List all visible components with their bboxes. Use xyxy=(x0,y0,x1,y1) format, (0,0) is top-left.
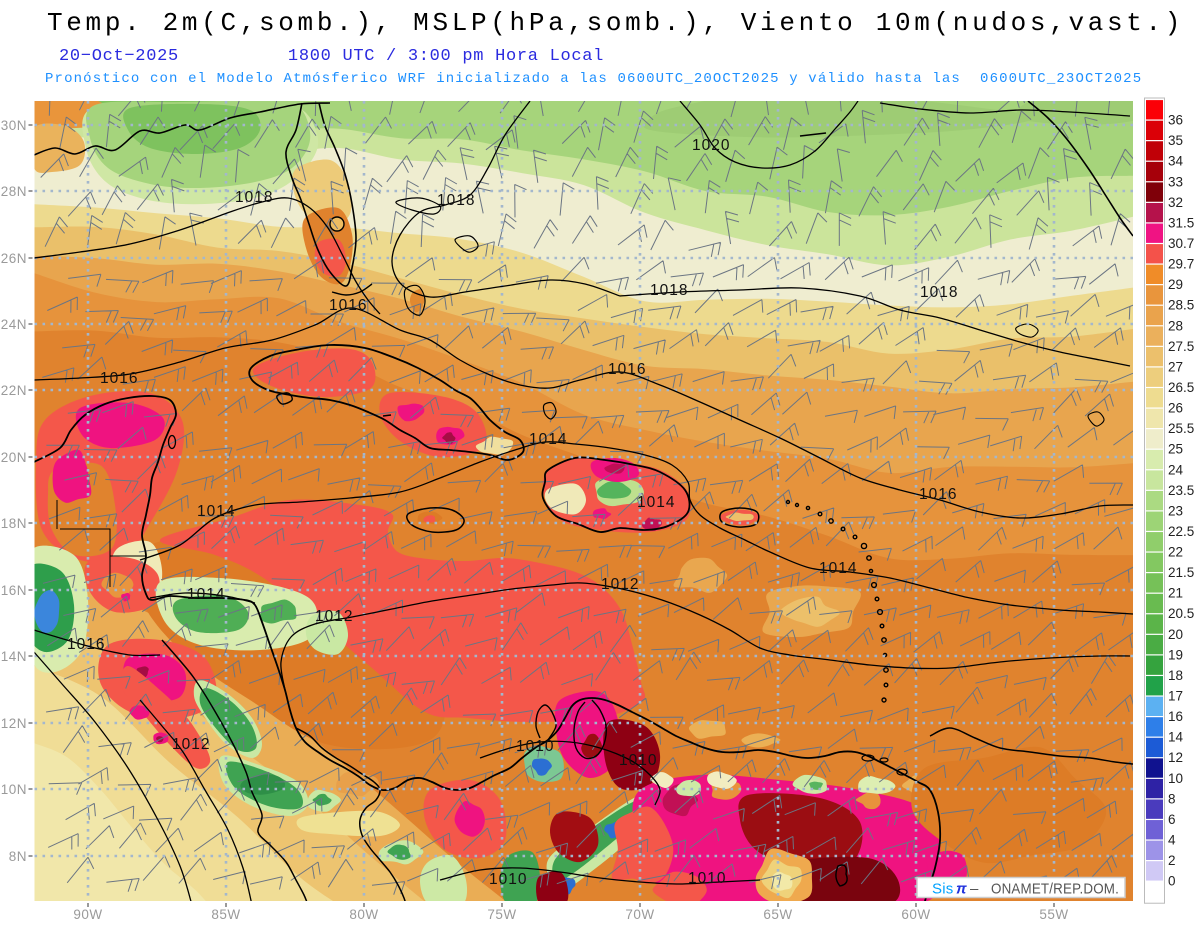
svg-text:1018: 1018 xyxy=(920,284,958,301)
svg-text:24N: 24N xyxy=(1,317,27,332)
svg-text:75W: 75W xyxy=(487,907,516,922)
svg-text:23.5: 23.5 xyxy=(1168,483,1194,498)
svg-text:1018: 1018 xyxy=(235,189,273,206)
svg-text:ONAMET/REP.DOM.: ONAMET/REP.DOM. xyxy=(991,881,1119,898)
svg-text:90W: 90W xyxy=(73,907,102,922)
svg-text:33: 33 xyxy=(1168,174,1183,189)
svg-text:29.7: 29.7 xyxy=(1168,257,1194,272)
svg-text:8N: 8N xyxy=(9,849,27,864)
svg-text:1014: 1014 xyxy=(529,431,567,448)
svg-text:28: 28 xyxy=(1168,318,1183,333)
svg-text:14N: 14N xyxy=(1,649,27,664)
svg-text:1016: 1016 xyxy=(329,297,367,314)
svg-text:20−Oct−2025 1800 UTC: 20−Oct−2025 1800 UTC / 3:00 pm Hora Loca… xyxy=(59,47,604,66)
svg-text:Pronóstico con el Modelo Atmós: Pronóstico con el Modelo Atmósferico WRF… xyxy=(45,71,1142,87)
svg-text:30N: 30N xyxy=(1,118,27,133)
svg-text:1010: 1010 xyxy=(516,738,554,755)
svg-text:22.5: 22.5 xyxy=(1168,524,1194,539)
svg-text:14: 14 xyxy=(1168,730,1184,745)
svg-text:1016: 1016 xyxy=(67,636,105,653)
svg-text:1016: 1016 xyxy=(608,361,646,378)
svg-text:23: 23 xyxy=(1168,503,1183,518)
svg-text:1016: 1016 xyxy=(100,370,138,387)
svg-text:1012: 1012 xyxy=(172,736,210,753)
svg-text:80W: 80W xyxy=(349,907,378,922)
svg-text:1014: 1014 xyxy=(637,494,675,511)
svg-text:20N: 20N xyxy=(1,450,27,465)
svg-text:20: 20 xyxy=(1168,627,1183,642)
svg-text:85W: 85W xyxy=(211,907,240,922)
svg-text:65W: 65W xyxy=(763,907,792,922)
svg-text:1014: 1014 xyxy=(197,503,235,520)
svg-text:25: 25 xyxy=(1168,442,1183,457)
svg-text:26N: 26N xyxy=(1,251,27,266)
svg-text:1010: 1010 xyxy=(688,870,726,887)
svg-text:1018: 1018 xyxy=(650,282,688,299)
svg-text:8: 8 xyxy=(1168,791,1176,806)
svg-text:27.5: 27.5 xyxy=(1168,339,1194,354)
svg-text:17: 17 xyxy=(1168,689,1183,704)
svg-text:22: 22 xyxy=(1168,545,1183,560)
svg-text:36: 36 xyxy=(1168,113,1183,128)
svg-text:6: 6 xyxy=(1168,812,1176,827)
svg-text:22N: 22N xyxy=(1,383,27,398)
svg-text:32: 32 xyxy=(1168,195,1183,210)
svg-text:24: 24 xyxy=(1168,462,1184,477)
svg-text:1012: 1012 xyxy=(315,608,353,625)
svg-text:1010: 1010 xyxy=(489,871,527,888)
svg-text:12N: 12N xyxy=(1,716,27,731)
svg-text:28.5: 28.5 xyxy=(1168,298,1194,313)
svg-text:10N: 10N xyxy=(1,782,27,797)
svg-text:55W: 55W xyxy=(1039,907,1068,922)
svg-text:25.5: 25.5 xyxy=(1168,421,1194,436)
svg-text:34: 34 xyxy=(1168,154,1184,169)
svg-text:30.7: 30.7 xyxy=(1168,236,1194,251)
svg-text:19: 19 xyxy=(1168,647,1183,662)
svg-text:18: 18 xyxy=(1168,668,1183,683)
svg-text:Temp. 2m(C,somb.), MSLP(hPa,so: Temp. 2m(C,somb.), MSLP(hPa,somb.), Vien… xyxy=(47,8,1184,38)
svg-text:4: 4 xyxy=(1168,833,1176,848)
svg-text:35: 35 xyxy=(1168,133,1183,148)
svg-text:21.5: 21.5 xyxy=(1168,565,1194,580)
svg-text:21: 21 xyxy=(1168,586,1183,601)
svg-text:–: – xyxy=(970,881,979,898)
svg-text:1014: 1014 xyxy=(819,560,857,577)
svg-text:1010: 1010 xyxy=(619,752,657,769)
svg-text:29: 29 xyxy=(1168,277,1183,292)
svg-text:1014: 1014 xyxy=(187,586,225,603)
svg-text:12: 12 xyxy=(1168,750,1183,765)
svg-text:0: 0 xyxy=(1168,874,1176,889)
svg-text:16N: 16N xyxy=(1,583,27,598)
svg-text:1020: 1020 xyxy=(692,137,730,154)
svg-text:31.5: 31.5 xyxy=(1168,215,1194,230)
svg-text:20.5: 20.5 xyxy=(1168,606,1194,621)
svg-text:18N: 18N xyxy=(1,516,27,531)
svg-text:26: 26 xyxy=(1168,401,1183,416)
svg-text:2: 2 xyxy=(1168,853,1176,868)
svg-text:60W: 60W xyxy=(901,907,930,922)
svg-text:1016: 1016 xyxy=(919,486,957,503)
svg-text:10: 10 xyxy=(1168,771,1183,786)
svg-text:70W: 70W xyxy=(625,907,654,922)
svg-text:Sis: Sis xyxy=(932,881,953,898)
svg-text:1018: 1018 xyxy=(437,192,475,209)
svg-text:28N: 28N xyxy=(1,184,27,199)
svg-text:16: 16 xyxy=(1168,709,1183,724)
svg-text:26.5: 26.5 xyxy=(1168,380,1194,395)
svg-text:27: 27 xyxy=(1168,359,1183,374)
svg-text:π: π xyxy=(956,881,967,898)
svg-text:1012: 1012 xyxy=(601,576,639,593)
